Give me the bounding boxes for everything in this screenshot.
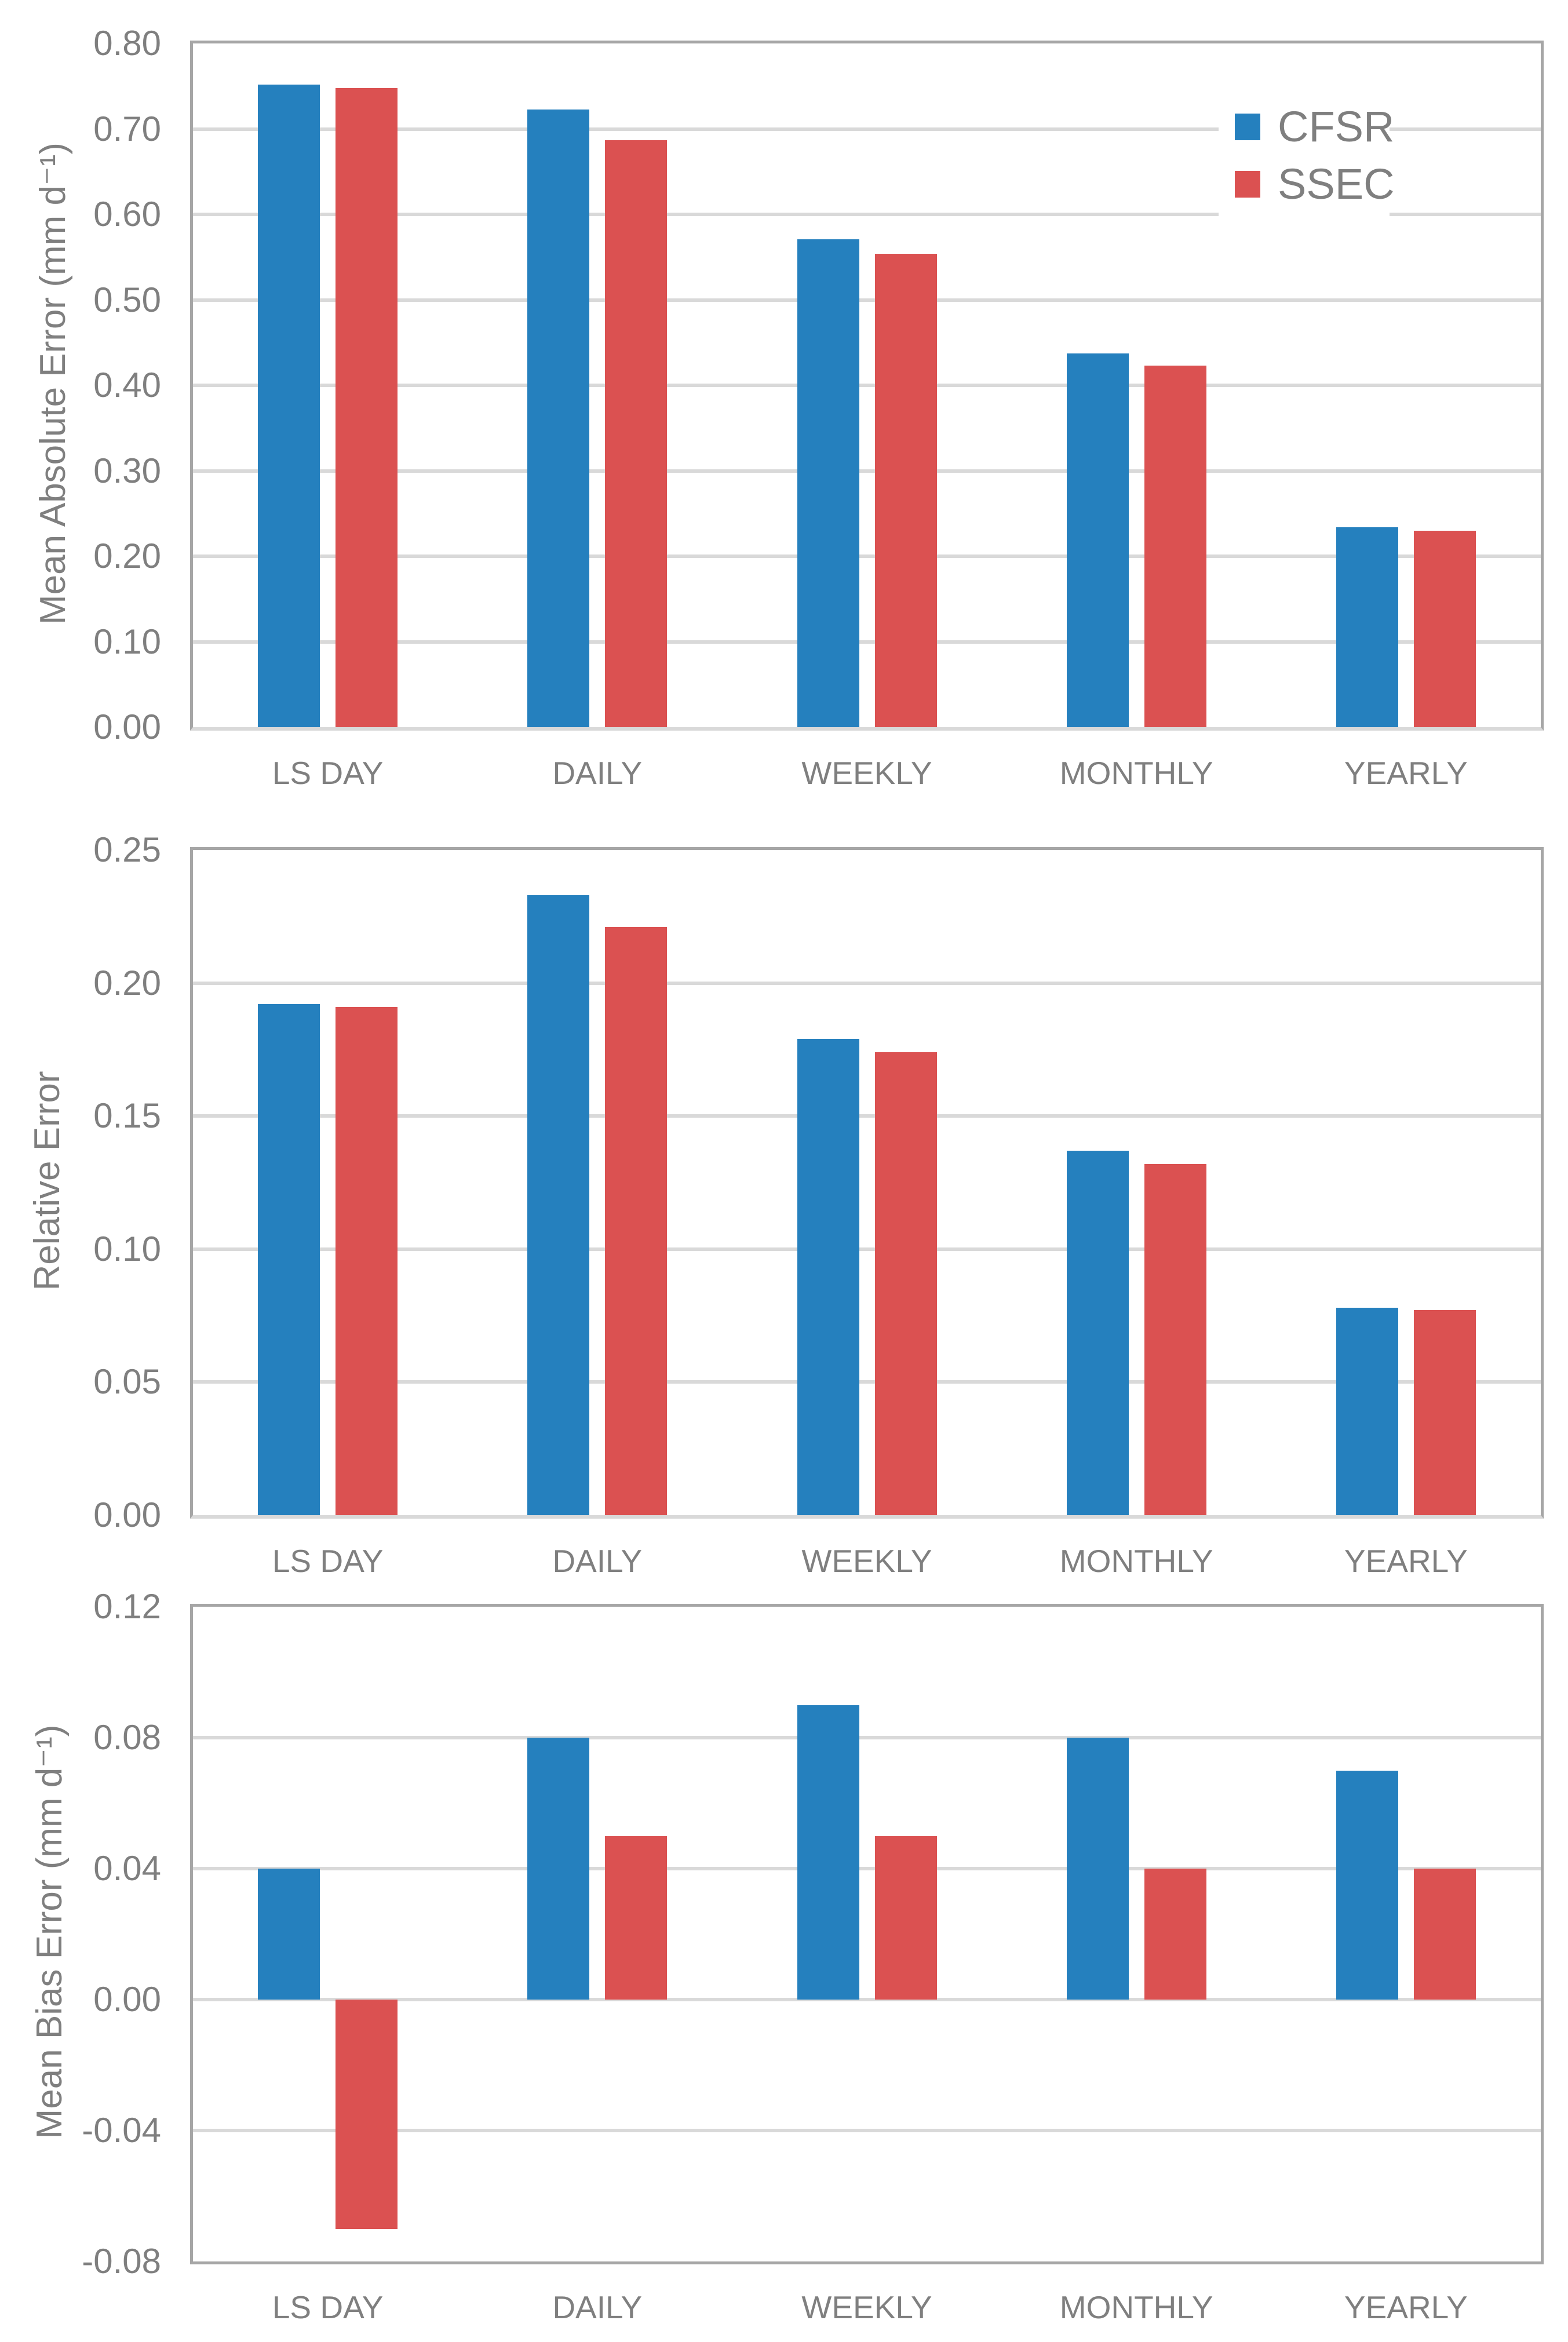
x-category-label: MONTHLY — [1059, 755, 1213, 791]
bar-ssec-ls-day — [336, 2000, 398, 2229]
bar-ssec-monthly — [1144, 1163, 1206, 1515]
y-axis-title: Mean Absolute Error (mm d⁻¹) — [33, 142, 73, 625]
gridline — [193, 555, 1541, 558]
plot-area: 0.80 0.70 0.60 0.50 0.40 0.30 0.20 0.10 0.00 LS D… — [93, 24, 1544, 791]
x-category-label: LS DAY — [272, 755, 384, 791]
y-tick-label: 0.00 — [93, 1980, 161, 2019]
gridline — [193, 384, 1541, 387]
gridline — [193, 1736, 1541, 1739]
x-category-label: WEEKLY — [801, 755, 932, 791]
y-axis-title: Mean Bias Error (mm d⁻¹) — [30, 1724, 70, 2139]
bar-ssec-monthly — [1144, 1869, 1206, 2000]
ssec-color-swatch-icon — [1235, 170, 1260, 198]
bar-ssec-monthly — [1144, 366, 1206, 727]
bar-cfsr-ls-day — [258, 1869, 320, 2000]
gridline — [193, 298, 1541, 302]
x-category-label: WEEKLY — [801, 1543, 932, 1579]
gridline — [193, 127, 1541, 131]
gridline — [193, 469, 1541, 473]
y-tick-label: 0.50 — [93, 280, 161, 319]
bar-ssec-yearly — [1413, 1869, 1476, 2000]
gridline — [193, 1380, 1541, 1384]
gridline — [193, 640, 1541, 644]
y-tick-label: 0.25 — [93, 830, 161, 869]
bar-cfsr-weekly — [797, 239, 859, 727]
y-tick-label: 0.10 — [93, 1229, 161, 1268]
x-category-label: DAILY — [552, 755, 643, 791]
y-tick-label: 0.80 — [93, 24, 161, 63]
bar-ssec-weekly — [874, 253, 937, 727]
bar-cfsr-ls-day — [258, 84, 320, 727]
bar-cfsr-monthly — [1066, 1738, 1129, 2000]
y-tick-label: 0.20 — [93, 963, 161, 1002]
y-tick-label: 0.12 — [93, 1587, 161, 1626]
bar-cfsr-weekly — [797, 1039, 859, 1515]
y-tick-label: 0.15 — [93, 1096, 161, 1136]
x-category-label: DAILY — [552, 2289, 643, 2325]
y-tick-label: 0.60 — [93, 195, 161, 234]
x-category-label: YEARLY — [1344, 1543, 1468, 1579]
plot-area: 0.12 0.08 0.04 0.00 -0.04 -0.08 LS DAY DAILY WEE… — [82, 1587, 1544, 2325]
y-tick-label: 0.04 — [93, 1849, 161, 1888]
bar-ssec-yearly — [1413, 1310, 1476, 1515]
bar-cfsr-monthly — [1066, 353, 1129, 727]
legend-item-ssec: SSEC — [1219, 155, 1395, 213]
y-tick-label: -0.04 — [82, 2111, 161, 2150]
legend-item-cfsr: CFSR — [1219, 98, 1394, 155]
x-category-label: MONTHLY — [1059, 2289, 1213, 2325]
bar-cfsr-yearly — [1336, 527, 1398, 727]
x-category-label: DAILY — [552, 1543, 643, 1579]
legend-label-cfsr: CFSR — [1278, 102, 1395, 151]
y-axis-title: Relative Error — [27, 1071, 67, 1291]
x-category-label: YEARLY — [1344, 2289, 1468, 2325]
y-tick-label: -0.08 — [82, 2242, 161, 2281]
bar-ssec-ls-day — [336, 1006, 398, 1515]
x-category-label: MONTHLY — [1059, 1543, 1213, 1579]
x-category-label: LS DAY — [272, 2289, 384, 2325]
gridline — [193, 213, 1541, 216]
plot-area: 0.25 0.20 0.15 0.10 0.05 0.00 LS DAY DAILY WEEKL… — [93, 830, 1544, 1579]
gridline — [193, 1867, 1541, 1870]
y-tick-label: 0.20 — [93, 537, 161, 575]
bar-ssec-ls-day — [336, 87, 398, 727]
bar-cfsr-monthly — [1066, 1150, 1129, 1515]
y-tick-label: 0.40 — [93, 366, 161, 404]
x-category-label: LS DAY — [272, 1543, 384, 1579]
gridline — [193, 1247, 1541, 1251]
x-category-label: WEEKLY — [801, 2289, 932, 2325]
gridline — [193, 2129, 1541, 2132]
cfsr-color-swatch-icon — [1235, 113, 1260, 140]
bar-cfsr-yearly — [1336, 1770, 1398, 2000]
bar-ssec-yearly — [1413, 530, 1476, 727]
legend-label-ssec: SSEC — [1278, 159, 1395, 208]
y-tick-label: 0.30 — [93, 451, 161, 490]
bar-ssec-daily — [605, 1836, 668, 2000]
y-tick-label: 0.08 — [93, 1718, 161, 1757]
bar-ssec-daily — [605, 927, 668, 1515]
bar-ssec-weekly — [874, 1052, 937, 1515]
y-tick-label: 0.00 — [93, 707, 161, 746]
bar-cfsr-daily — [527, 109, 590, 727]
x-category-label: YEARLY — [1344, 755, 1468, 791]
y-tick-label: 0.10 — [93, 622, 161, 661]
gridline — [193, 1998, 1541, 2001]
bar-cfsr-weekly — [797, 1705, 859, 2000]
bar-cfsr-daily — [527, 1738, 590, 2000]
bar-cfsr-daily — [527, 895, 590, 1515]
y-tick-label: 0.05 — [93, 1362, 161, 1402]
bar-cfsr-ls-day — [258, 1004, 320, 1515]
bar-ssec-weekly — [874, 1836, 937, 2000]
bar-ssec-daily — [605, 140, 668, 727]
y-tick-label: 0.00 — [93, 1495, 161, 1534]
gridline — [193, 1114, 1541, 1118]
y-tick-label: 0.70 — [93, 109, 161, 148]
gridline — [193, 981, 1541, 985]
bar-cfsr-yearly — [1336, 1307, 1398, 1515]
legend: CFSR SSEC — [1219, 94, 1395, 216]
